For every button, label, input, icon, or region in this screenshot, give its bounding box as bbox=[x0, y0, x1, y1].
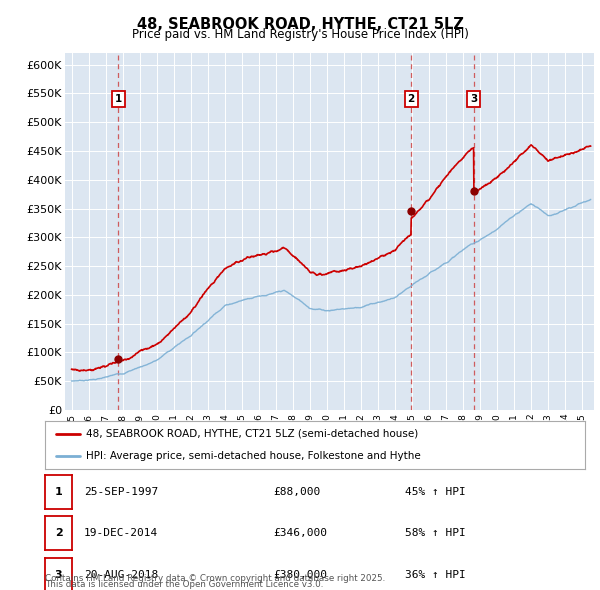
Text: Contains HM Land Registry data © Crown copyright and database right 2025.: Contains HM Land Registry data © Crown c… bbox=[45, 574, 385, 583]
Text: 20-AUG-2018: 20-AUG-2018 bbox=[84, 570, 158, 579]
Text: £88,000: £88,000 bbox=[273, 487, 320, 497]
Text: 1: 1 bbox=[55, 487, 62, 497]
Text: 3: 3 bbox=[55, 570, 62, 579]
Text: Price paid vs. HM Land Registry's House Price Index (HPI): Price paid vs. HM Land Registry's House … bbox=[131, 28, 469, 41]
Text: 48, SEABROOK ROAD, HYTHE, CT21 5LZ: 48, SEABROOK ROAD, HYTHE, CT21 5LZ bbox=[137, 17, 463, 31]
Text: £346,000: £346,000 bbox=[273, 529, 327, 538]
Text: £380,000: £380,000 bbox=[273, 570, 327, 579]
Text: 48, SEABROOK ROAD, HYTHE, CT21 5LZ (semi-detached house): 48, SEABROOK ROAD, HYTHE, CT21 5LZ (semi… bbox=[86, 429, 418, 439]
Text: 58% ↑ HPI: 58% ↑ HPI bbox=[405, 529, 466, 538]
Text: 2: 2 bbox=[55, 529, 62, 538]
Text: 36% ↑ HPI: 36% ↑ HPI bbox=[405, 570, 466, 579]
Text: 3: 3 bbox=[470, 94, 478, 104]
Text: 1: 1 bbox=[115, 94, 122, 104]
Text: HPI: Average price, semi-detached house, Folkestone and Hythe: HPI: Average price, semi-detached house,… bbox=[86, 451, 420, 461]
Text: 2: 2 bbox=[407, 94, 415, 104]
Text: 45% ↑ HPI: 45% ↑ HPI bbox=[405, 487, 466, 497]
Text: 25-SEP-1997: 25-SEP-1997 bbox=[84, 487, 158, 497]
Text: 19-DEC-2014: 19-DEC-2014 bbox=[84, 529, 158, 538]
Text: This data is licensed under the Open Government Licence v3.0.: This data is licensed under the Open Gov… bbox=[45, 581, 323, 589]
